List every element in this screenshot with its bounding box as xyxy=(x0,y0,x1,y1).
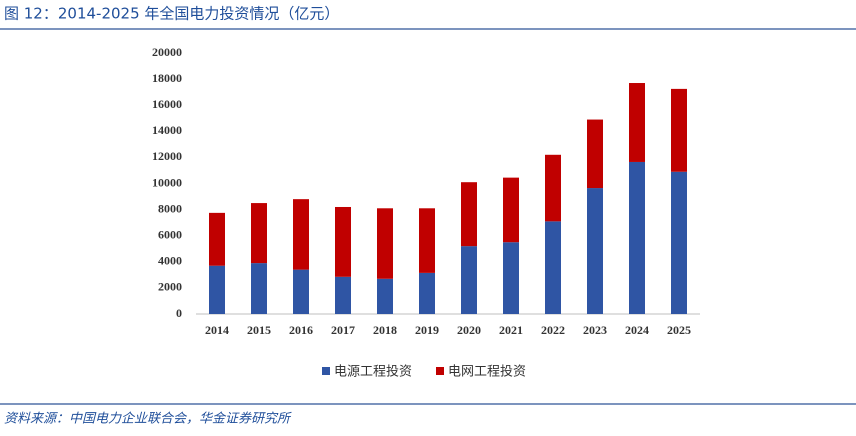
y-tick-label: 18000 xyxy=(152,71,182,85)
x-tick-label: 2017 xyxy=(331,323,355,337)
x-tick-label: 2018 xyxy=(373,323,397,337)
bar-segment xyxy=(461,182,477,247)
y-tick-label: 16000 xyxy=(152,97,182,111)
legend-swatch xyxy=(322,367,330,375)
bar-segment xyxy=(419,208,435,273)
bar-segment xyxy=(671,88,687,172)
y-tick-label: 6000 xyxy=(158,227,182,241)
x-tick-label: 2014 xyxy=(205,323,229,337)
x-tick-label: 2022 xyxy=(541,323,565,337)
bar-segment xyxy=(629,83,645,162)
y-tick-label: 10000 xyxy=(152,175,182,189)
y-tick-label: 0 xyxy=(176,306,182,320)
bar-segment xyxy=(209,212,225,266)
legend-label: 电网工程投资 xyxy=(448,364,526,380)
bar-segment xyxy=(671,171,687,314)
bar-segment xyxy=(251,263,267,314)
x-tick-label: 2023 xyxy=(583,323,607,337)
legend-label: 电源工程投资 xyxy=(334,364,412,380)
bar-segment xyxy=(587,188,603,314)
x-tick-label: 2024 xyxy=(625,323,649,337)
source-note: 资料来源：中国电力企业联合会，华金证券研究所 xyxy=(4,411,292,427)
bar-segment xyxy=(377,208,393,279)
bar-segment xyxy=(377,278,393,314)
x-tick-label: 2021 xyxy=(499,323,523,337)
bar-segment xyxy=(545,221,561,314)
y-tick-label: 2000 xyxy=(158,280,182,294)
legend-swatch xyxy=(436,367,444,375)
bar-segment xyxy=(209,265,225,314)
bar-segment xyxy=(335,206,351,277)
x-tick-label: 2019 xyxy=(415,323,439,337)
bar-segment xyxy=(293,269,309,314)
bar-segment xyxy=(587,119,603,189)
bar-segment xyxy=(335,276,351,314)
y-tick-label: 14000 xyxy=(152,123,182,137)
x-tick-label: 2025 xyxy=(667,323,691,337)
y-tick-label: 12000 xyxy=(152,149,182,163)
x-tick-label: 2015 xyxy=(247,323,271,337)
bar-segment xyxy=(419,272,435,314)
bar-segment xyxy=(629,161,645,314)
bar-segment xyxy=(545,154,561,222)
y-tick-label: 4000 xyxy=(158,254,182,268)
x-tick-label: 2020 xyxy=(457,323,481,337)
bar-segment xyxy=(461,246,477,314)
y-tick-label: 8000 xyxy=(158,201,182,215)
bar-segment xyxy=(293,199,309,270)
x-tick-label: 2016 xyxy=(289,323,313,337)
y-tick-label: 20000 xyxy=(152,45,182,59)
bar-segment xyxy=(503,242,519,314)
bar-segment xyxy=(503,177,519,243)
chart-title: 图 12：2014-2025 年全国电力投资情况（亿元） xyxy=(4,5,339,23)
bar-segment xyxy=(251,203,267,264)
